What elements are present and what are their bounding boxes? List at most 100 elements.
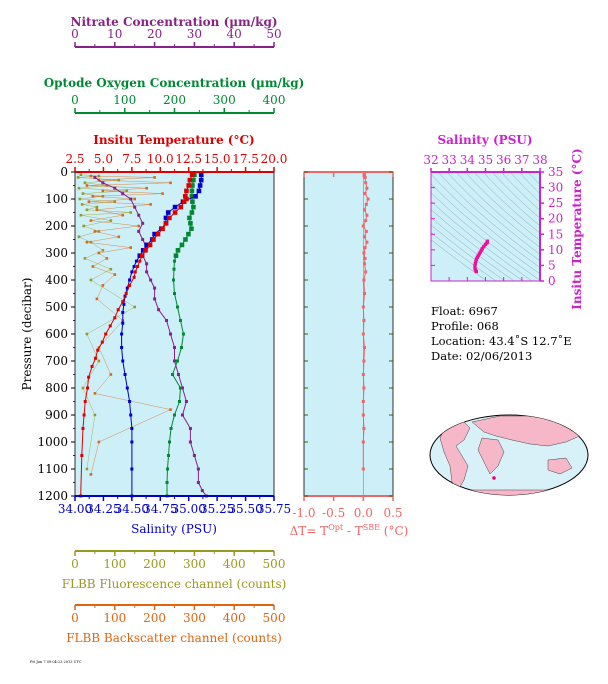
salinity-point: [130, 440, 134, 444]
density-contour: [455, 172, 540, 248]
fluorescence-tick-label: 0: [71, 557, 79, 571]
top-axes: Nitrate Concentration (µm/kg) Optode Oxy…: [44, 15, 304, 173]
ts-point: [473, 266, 477, 270]
salinity-point: [172, 204, 178, 210]
map-land-australia: [547, 457, 573, 475]
nitrate-point: [180, 413, 184, 417]
location: Location: 43.4˚S 12.7˚E: [431, 334, 572, 348]
fluorescence-point: [85, 332, 89, 336]
nitrate-point: [121, 192, 125, 196]
pressure-tick-label: 1200: [37, 489, 68, 503]
delta-t-point: [361, 332, 365, 336]
salinity-tick-label: 35.25: [200, 502, 234, 516]
temperature-point: [187, 177, 193, 183]
fluorescence-point: [125, 189, 129, 193]
delta-t-point: [361, 440, 365, 444]
temperature-axis-label: Insitu Temperature (°C): [93, 133, 254, 147]
pressure-tick-label: 600: [45, 327, 68, 341]
backscatter-point: [161, 192, 164, 195]
fluorescence-point: [78, 197, 82, 201]
oxygen-point: [168, 440, 172, 444]
delta-t-point: [361, 224, 365, 228]
salinity-point: [165, 210, 171, 215]
temperature-point: [80, 454, 84, 457]
backscatter-point: [91, 265, 95, 268]
temperature-point: [113, 316, 117, 320]
ts-salinity-tick-label: 38: [532, 153, 547, 167]
temperature-point: [132, 275, 136, 279]
temperature-tick-label: 10.0: [147, 152, 174, 166]
density-contour: [431, 192, 540, 281]
pressure-tick-label: 900: [45, 408, 68, 422]
backscatter-point: [169, 181, 172, 185]
salinity-point: [144, 242, 149, 248]
fluorescence-point: [95, 205, 99, 209]
fluorescence-point: [82, 224, 86, 228]
nitrate-tick-label: 0: [71, 27, 79, 41]
temperature-point: [186, 183, 192, 188]
temperature-point: [151, 237, 156, 242]
fluorescence-point: [89, 278, 93, 282]
salinity-point: [125, 386, 129, 390]
temperature-axis: 2.5 5.0 7.5 10.0 12.5 15.0 17.5 20.0: [65, 152, 287, 173]
salinity-point: [128, 278, 132, 282]
fluorescence-point: [89, 240, 93, 244]
oxygen-point: [189, 226, 194, 231]
backscatter-point: [137, 224, 140, 228]
oxygen-point: [191, 177, 196, 183]
ts-point: [479, 248, 484, 252]
nitrate-point: [188, 440, 192, 444]
temperature-point: [160, 226, 165, 231]
delta-t-point: [363, 346, 367, 349]
oxygen-point: [178, 386, 182, 390]
nitrate-point: [157, 308, 161, 312]
temperature-point: [124, 292, 128, 295]
nitrate-tick-label: 50: [266, 27, 281, 41]
backscatter-point: [121, 213, 125, 217]
fluorescence-point: [97, 359, 101, 363]
delta-t-point: [362, 427, 366, 430]
salinity-point: [120, 346, 124, 349]
backscatter-point: [149, 203, 152, 206]
salinity-point: [130, 467, 134, 471]
delta-t-point: [365, 186, 369, 190]
backscatter-point: [129, 246, 133, 249]
fluorescence-axis: 0 100 200 300 400 500: [71, 550, 285, 571]
temperature-tick-label: 15.0: [204, 152, 231, 166]
backscatter-point: [145, 186, 148, 190]
salinity-tick-label: 34.75: [143, 502, 177, 516]
main-profile-panel: 0 100 200 300 400 500 600 700 800 900 1000 1100 1200…: [20, 165, 275, 503]
temperature-point: [138, 259, 142, 263]
temperature-tick-label: 17.5: [232, 152, 259, 166]
fluorescence-tick-label: 100: [103, 557, 126, 571]
temperature-point: [136, 265, 140, 268]
delta-t-point: [363, 292, 367, 295]
nitrate-point: [93, 175, 97, 179]
oxygen-point: [169, 427, 173, 430]
density-contour: [518, 172, 540, 195]
salinity-point: [193, 194, 198, 199]
density-contour: [431, 239, 488, 281]
fluorescence-point: [83, 181, 87, 185]
delta-t-tick-label: -1.0: [292, 506, 315, 520]
temperature-point: [181, 199, 187, 204]
density-contour: [431, 209, 524, 281]
nitrate-point: [180, 386, 184, 390]
backscatter-point: [101, 189, 105, 193]
ts-salinity-tick-label: 33: [442, 153, 457, 167]
delta-t-point: [361, 413, 365, 417]
delta-t-point: [363, 208, 367, 212]
temperature-point: [96, 348, 100, 352]
pressure-tick-label: 800: [45, 381, 68, 395]
salinity-axis-label: Salinity (PSU): [131, 522, 217, 536]
delta-t-point: [363, 262, 367, 266]
temperature-point: [121, 300, 125, 304]
fluorescence-point: [129, 211, 133, 214]
backscatter-tick-label: 200: [143, 611, 166, 625]
nitrate-point: [145, 270, 149, 274]
fluorescence-tick-label: 300: [183, 557, 206, 571]
delta-t-point: [362, 319, 366, 322]
fluorescence-point: [113, 200, 117, 203]
